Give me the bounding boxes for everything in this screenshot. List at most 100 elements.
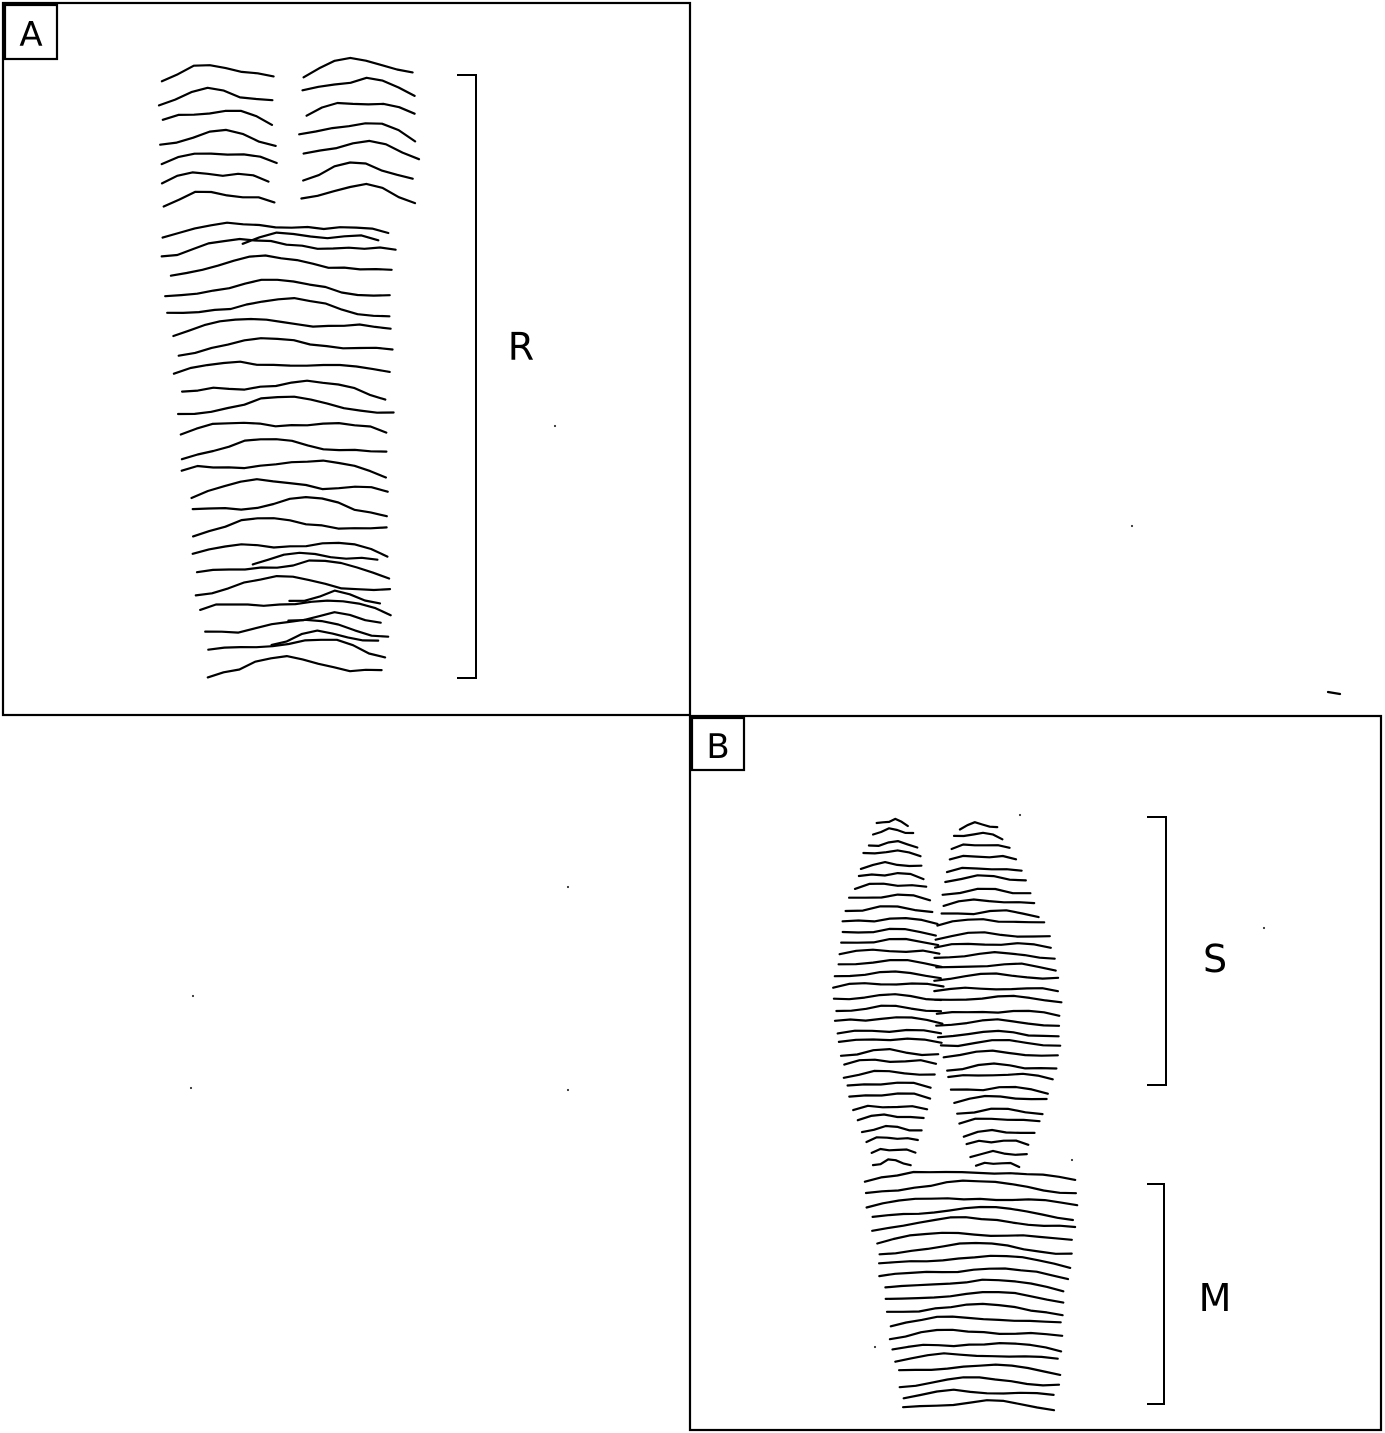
ridge-line bbox=[884, 1278, 1065, 1293]
ridge-line bbox=[206, 655, 383, 679]
ridge-line bbox=[251, 551, 379, 566]
bracket-s bbox=[1147, 816, 1167, 1086]
ridge-line bbox=[846, 1081, 932, 1089]
panel-a-frame bbox=[1, 1, 692, 717]
ridge-line bbox=[949, 1085, 1049, 1095]
speck bbox=[1262, 926, 1266, 930]
bracket-m bbox=[1147, 1183, 1165, 1405]
region-label-r: R bbox=[508, 325, 534, 369]
speck bbox=[1326, 690, 1342, 696]
ridge-line bbox=[962, 1128, 1036, 1138]
ridge-line bbox=[935, 1009, 1061, 1017]
ridge-line bbox=[936, 918, 1046, 927]
ridge-line bbox=[160, 237, 397, 258]
ridge-line bbox=[180, 438, 388, 461]
panel-b: B S M bbox=[688, 714, 1383, 1432]
ridge-line bbox=[948, 854, 1018, 861]
ridge-line bbox=[974, 1161, 1021, 1169]
ridge-line bbox=[841, 927, 937, 937]
ridge-line bbox=[891, 1342, 1063, 1353]
ridge-line bbox=[862, 849, 922, 858]
speck bbox=[189, 1086, 193, 1090]
ridge-line bbox=[207, 638, 387, 659]
ridge-line bbox=[164, 278, 391, 298]
ridge-line bbox=[302, 161, 414, 182]
ridge-line bbox=[965, 1139, 1030, 1146]
ridge-line bbox=[860, 1124, 923, 1134]
ridge-line bbox=[942, 1049, 1059, 1059]
panel-b-frame bbox=[688, 714, 1383, 1432]
ridge-line bbox=[159, 128, 277, 147]
ridge-line bbox=[180, 459, 387, 479]
ridge-line bbox=[181, 379, 387, 401]
ridge-line bbox=[933, 972, 1060, 982]
ridge-line bbox=[848, 1092, 932, 1100]
panel-a-ridges bbox=[157, 56, 421, 679]
ridge-line bbox=[833, 1016, 944, 1025]
ridge-line bbox=[902, 1399, 1056, 1412]
ridge-line bbox=[832, 982, 945, 989]
ridge-line bbox=[842, 1069, 936, 1079]
ridge-line bbox=[204, 618, 390, 638]
ridge-line bbox=[241, 231, 380, 245]
ridge-line bbox=[169, 254, 393, 277]
ridge-line bbox=[839, 1048, 940, 1057]
ridge-line bbox=[837, 1037, 943, 1044]
ridge-line bbox=[884, 1291, 1065, 1304]
ridge-line bbox=[902, 1388, 1055, 1400]
ridge-line bbox=[958, 821, 999, 831]
ridge-line bbox=[302, 56, 414, 79]
panel-b-tag: B bbox=[706, 727, 729, 767]
ridge-line bbox=[301, 76, 416, 97]
ridge-line bbox=[177, 337, 394, 357]
ridge-line bbox=[840, 937, 940, 947]
ridge-line bbox=[953, 1094, 1048, 1104]
ridge-line bbox=[898, 1363, 1062, 1376]
ridge-line bbox=[837, 959, 943, 969]
panel-a-tag: A bbox=[19, 15, 42, 55]
ridge-line bbox=[177, 395, 395, 416]
ridge-line bbox=[871, 1216, 1077, 1232]
ridge-line bbox=[194, 575, 392, 597]
speck bbox=[1070, 1158, 1074, 1162]
ridge-line bbox=[878, 1267, 1070, 1281]
speck bbox=[191, 994, 195, 998]
ridge-line bbox=[944, 874, 1027, 884]
panel-b-tag-box bbox=[690, 716, 746, 772]
ridge-line bbox=[878, 1254, 1072, 1269]
ridge-line bbox=[956, 1107, 1044, 1116]
ridge-line bbox=[848, 893, 932, 902]
ridge-line bbox=[160, 64, 275, 83]
panel-b-ridges bbox=[832, 817, 1079, 1412]
ridge-line bbox=[270, 629, 380, 646]
ridge-line bbox=[936, 1029, 1060, 1039]
ridge-line bbox=[871, 1205, 1074, 1222]
ridge-line bbox=[162, 190, 276, 208]
ridge-line bbox=[288, 589, 382, 605]
ridge-line bbox=[942, 898, 1036, 907]
ridge-line bbox=[844, 905, 934, 914]
ridge-line bbox=[305, 101, 416, 117]
bracket-r bbox=[457, 74, 477, 679]
ridge-line bbox=[863, 1170, 1077, 1183]
ridge-line bbox=[865, 1197, 1079, 1209]
ridge-line bbox=[172, 317, 392, 338]
ridge-line bbox=[161, 109, 274, 126]
ridge-line bbox=[864, 1179, 1077, 1195]
ridge-line bbox=[835, 1004, 943, 1013]
ridge-line bbox=[935, 962, 1057, 972]
ridge-line bbox=[859, 861, 923, 870]
ridge-line bbox=[199, 599, 392, 617]
region-label-s: S bbox=[1203, 937, 1227, 981]
ridge-line bbox=[885, 1302, 1064, 1317]
ridge-line bbox=[190, 478, 389, 500]
ridge-line bbox=[172, 360, 391, 375]
speck bbox=[1130, 524, 1134, 528]
panel-a: A R bbox=[1, 1, 692, 717]
ridge-line bbox=[838, 948, 941, 956]
ridge-line bbox=[940, 909, 1040, 919]
ridge-line bbox=[946, 1062, 1058, 1072]
ridge-line bbox=[157, 86, 274, 107]
speck bbox=[873, 1345, 877, 1349]
